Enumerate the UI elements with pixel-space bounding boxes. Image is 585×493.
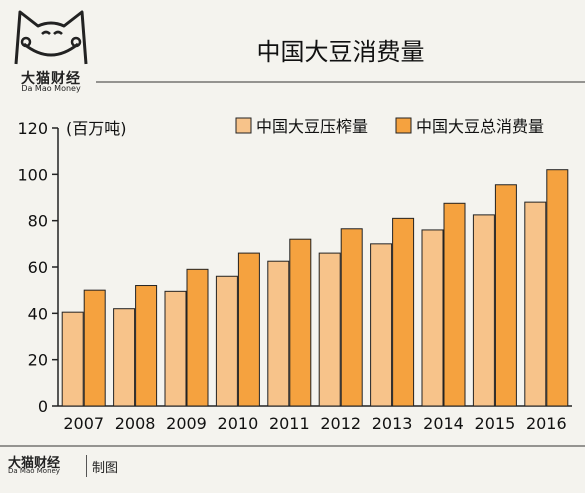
legend-swatch <box>235 117 252 134</box>
x-tick-label: 2012 <box>320 414 361 433</box>
bars <box>61 169 569 407</box>
chart-title: 中国大豆消费量 <box>256 38 425 66</box>
bar-crush-2015 <box>472 214 495 407</box>
x-tick-label: 2014 <box>423 414 464 433</box>
bar-crush-2016 <box>524 201 547 407</box>
bar-crush-2013 <box>370 243 393 407</box>
y-axis-label: (百万吨) <box>66 119 127 138</box>
bar-total-2010 <box>237 252 260 407</box>
bar-crush-2007 <box>61 311 84 407</box>
bar-total-2008 <box>135 285 158 407</box>
legend-label: 中国大豆压榨量 <box>256 117 368 136</box>
x-tick-label: 2007 <box>63 414 104 433</box>
brand-name: 大猫财经 <box>21 71 81 87</box>
x-tick-label: 2011 <box>269 414 310 433</box>
y-tick-label: 120 <box>17 119 48 138</box>
footer-brand-name-en: Da Mao Money <box>8 467 60 475</box>
footer-brand-name: 大猫财经 <box>8 456 61 471</box>
bar-crush-2010 <box>215 275 238 407</box>
bar-total-2012 <box>340 228 363 407</box>
y-tick-label: 80 <box>28 212 48 231</box>
bar-total-2016 <box>546 169 569 407</box>
bar-total-2015 <box>494 184 517 407</box>
bar-total-2009 <box>186 268 209 407</box>
bar-total-2013 <box>392 217 415 407</box>
bar-total-2011 <box>289 238 312 407</box>
y-tick-label: 60 <box>28 258 48 277</box>
bar-total-2007 <box>83 289 106 407</box>
x-axis: 2007 2008 2009 2010 2011 2012 2013 2014 2015 2016 <box>58 405 572 433</box>
y-tick-label: 20 <box>28 351 48 370</box>
x-tick-label: 2016 <box>526 414 567 433</box>
legend: 中国大豆压榨量 中国大豆总消费量 <box>235 117 544 136</box>
y-tick-label: 100 <box>17 165 48 184</box>
brand-name-en: Da Mao Money <box>21 84 81 93</box>
bar-crush-2008 <box>113 308 136 407</box>
x-tick-label: 2009 <box>166 414 207 433</box>
y-tick-label: 0 <box>38 397 48 416</box>
x-tick-label: 2010 <box>218 414 259 433</box>
y-tick-label: 40 <box>28 304 48 323</box>
y-axis: 0 20 40 60 80 100 120 <box>17 119 59 416</box>
cat-logo-icon <box>14 10 88 65</box>
x-tick-label: 2008 <box>115 414 156 433</box>
bar-crush-2009 <box>164 290 187 407</box>
footer-credit: 制图 <box>92 461 119 476</box>
x-tick-label: 2013 <box>372 414 413 433</box>
legend-label: 中国大豆总消费量 <box>416 117 544 136</box>
bar-crush-2014 <box>421 229 444 407</box>
footer-separator <box>86 455 87 477</box>
legend-swatch <box>395 117 412 134</box>
x-tick-label: 2015 <box>475 414 516 433</box>
bar-crush-2011 <box>267 260 290 407</box>
bar-total-2014 <box>443 202 466 407</box>
bar-crush-2012 <box>318 252 341 407</box>
